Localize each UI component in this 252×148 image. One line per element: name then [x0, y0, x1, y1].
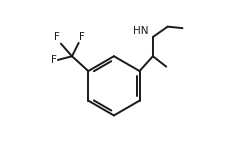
Text: F: F — [79, 32, 85, 42]
Text: F: F — [51, 55, 56, 65]
Text: HN: HN — [132, 26, 148, 36]
Text: F: F — [54, 32, 59, 42]
